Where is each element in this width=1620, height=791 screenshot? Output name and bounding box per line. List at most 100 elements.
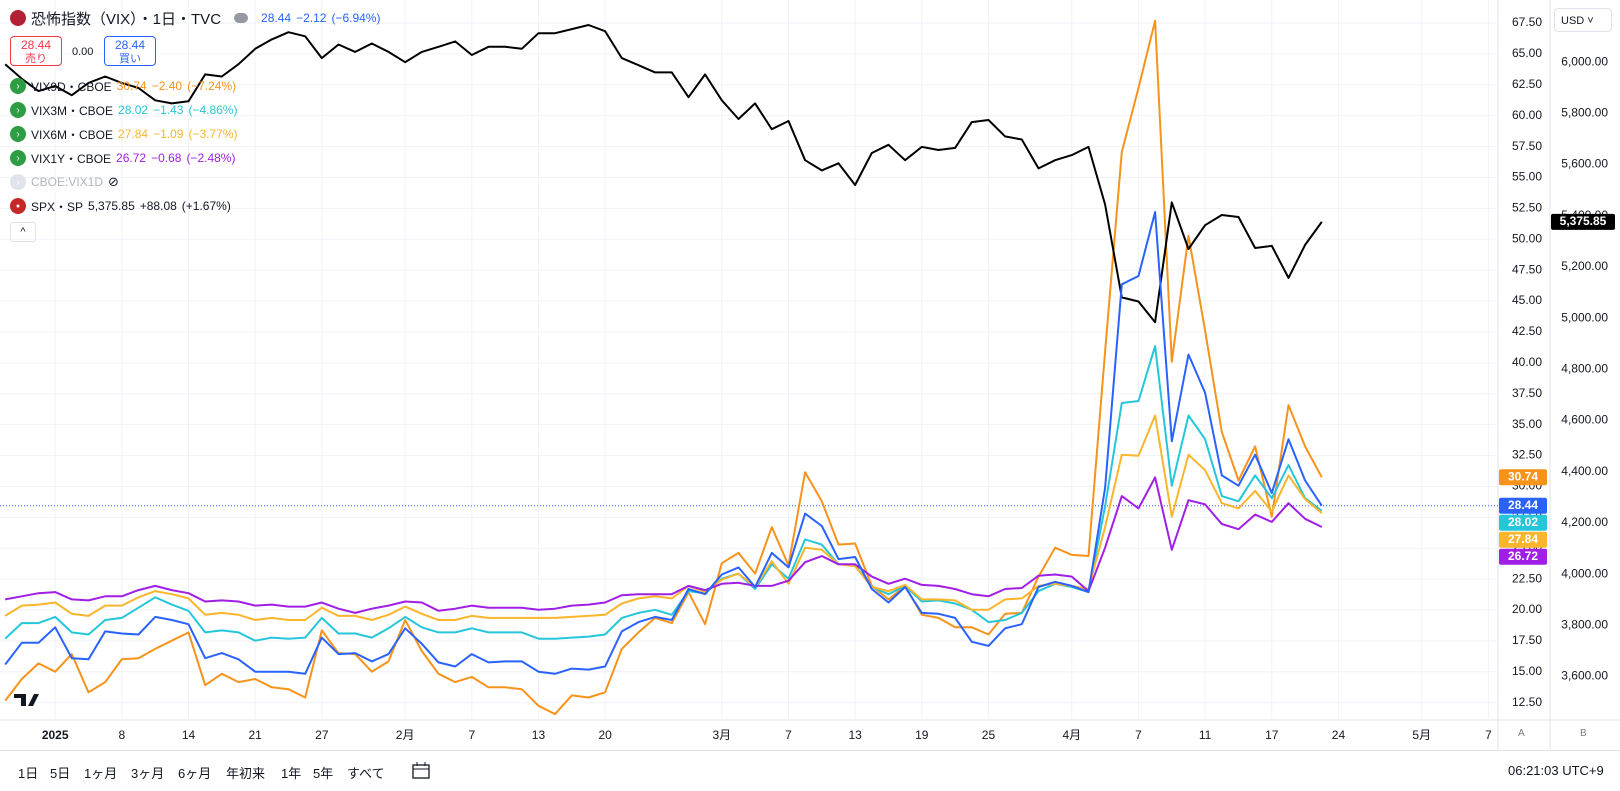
legend-value: 5,375.85 (88, 199, 135, 213)
range-button[interactable]: 5日 (50, 766, 71, 781)
legend-change: −2.40 (151, 79, 183, 93)
y-tick-label: 62.50 (1512, 77, 1542, 91)
legend-row-hidden[interactable]: › CBOE:VIX1D ⊘ (10, 172, 119, 192)
y2-tick-label: 4,200.00 (1561, 515, 1608, 529)
y2-tick-label: 4,400.00 (1561, 464, 1608, 478)
range-button[interactable]: 3ヶ月 (131, 766, 165, 781)
date-range-icon[interactable] (410, 760, 432, 782)
range-button[interactable]: 1日 (18, 766, 39, 781)
legend-row[interactable]: › VIX9D・CBOE 30.74 −2.40 (−7.24%) (10, 76, 236, 96)
range-button[interactable]: すべて (347, 766, 385, 781)
price-tag (1499, 548, 1547, 565)
range-button[interactable]: 1ヶ月 (84, 766, 118, 781)
price-tag-label: 28.02 (1508, 515, 1538, 529)
buy-button[interactable]: 28.44 買い (104, 36, 156, 66)
main-title[interactable]: 恐怖指数（VIX）・1日・TVC (31, 10, 222, 28)
legend-change-pct: (−7.24%) (187, 79, 237, 93)
collapse-button[interactable]: ^ (10, 222, 36, 242)
series-line (4, 211, 1323, 675)
legend-icon: › (10, 102, 26, 118)
price-tag (1499, 514, 1547, 531)
price-tag-label: 5,375.85 (1560, 214, 1607, 228)
x-tick-label: 4月 (1062, 728, 1081, 742)
legend-value: 28.02 (118, 103, 149, 117)
series-line (5, 476, 1323, 614)
buy-label: 買い (119, 53, 141, 65)
range-button[interactable]: 1年 (281, 766, 302, 781)
legend-name: VIX6M・CBOE (31, 127, 114, 142)
legend-row[interactable]: › VIX3M・CBOE 28.02 −1.43 (−4.86%) (10, 100, 237, 120)
main-change-pct: (−6.94%) (331, 11, 381, 25)
legend-value: 26.72 (116, 151, 147, 165)
y2-tick-label: 5,000.00 (1561, 310, 1608, 324)
bottom-toolbar: 1日 5日 1ヶ月 3ヶ月 6ヶ月 年初来 1年 5年 すべて 06:21:03… (0, 750, 1620, 791)
y-tick-label: 60.00 (1512, 108, 1542, 122)
y2-tick-label: 4,000.00 (1561, 566, 1608, 580)
legend-name: VIX3M・CBOE (31, 103, 114, 118)
y-tick-label: 35.00 (1512, 417, 1542, 431)
y2-tick-label: 3,800.00 (1561, 617, 1608, 631)
range-button[interactable]: 6ヶ月 (178, 766, 212, 781)
y-tick-label: 37.50 (1512, 386, 1542, 400)
scale-button[interactable]: B (1580, 728, 1587, 739)
hidden-eye-icon[interactable]: ⊘ (108, 174, 119, 189)
y-tick-label: 17.50 (1512, 633, 1542, 647)
y-tick-label: 52.50 (1512, 201, 1542, 215)
y-tick-label: 50.00 (1512, 231, 1542, 245)
legend-value: 27.84 (118, 127, 149, 141)
legend-icon: › (10, 78, 26, 94)
y-tick-label: 12.50 (1512, 695, 1542, 709)
range-button[interactable]: 年初来 (226, 766, 266, 781)
x-tick-label: 14 (182, 728, 196, 742)
series-line (4, 414, 1323, 621)
scale-button[interactable]: A (1518, 728, 1525, 739)
legend-change-pct: (−4.86%) (188, 103, 238, 117)
x-tick-label: 19 (915, 728, 929, 742)
price-tag-label: 28.44 (1508, 498, 1538, 512)
series-line (4, 345, 1323, 642)
series-line (4, 19, 1323, 716)
price-tag-label: 27.84 (1508, 532, 1538, 546)
y2-tick-label: 4,600.00 (1561, 413, 1608, 427)
x-tick-label: 24 (1332, 728, 1346, 742)
x-tick-label: 7 (785, 728, 792, 742)
y-tick-label: 47.50 (1512, 262, 1542, 276)
x-tick-label: 7 (468, 728, 475, 742)
main-last: 28.44 (261, 11, 292, 25)
y2-tick-label: 5,800.00 (1561, 106, 1608, 120)
y2-tick-label: 6,000.00 (1561, 54, 1608, 68)
x-tick-label: 13 (848, 728, 862, 742)
legend-icon: › (10, 150, 26, 166)
legend-change: −1.43 (153, 103, 184, 117)
legend-row[interactable]: › VIX1Y・CBOE 26.72 −0.68 (−2.48%) (10, 148, 235, 168)
x-tick-label: 2025 (42, 728, 69, 742)
legend-change-pct: (+1.67%) (181, 199, 231, 213)
x-tick-label: 2月 (396, 728, 415, 742)
x-tick-label: 5月 (1412, 728, 1431, 742)
sell-label: 売り (25, 53, 47, 65)
status-icon[interactable] (234, 13, 249, 23)
y-tick-label: 22.50 (1512, 571, 1542, 585)
y2-tick-label: 3,600.00 (1561, 669, 1608, 683)
sell-button[interactable]: 28.44 売り (10, 36, 62, 66)
tv-logo (14, 694, 39, 706)
price-tag (1499, 531, 1547, 548)
main-title-row: 恐怖指数（VIX）・1日・TVC 28.44 −2.12 (−6.94%) (10, 8, 380, 28)
legend-row[interactable]: ● SPX・SP 5,375.85 +88.08 (+1.67%) (10, 196, 231, 216)
price-tag-label: 26.72 (1508, 549, 1538, 563)
legend-icon: › (10, 174, 26, 190)
legend-change: −1.09 (153, 127, 184, 141)
buy-price: 28.44 (114, 38, 146, 52)
x-tick-label: 7 (1485, 728, 1492, 742)
y-tick-label: 42.50 (1512, 324, 1542, 338)
legend-row[interactable]: › VIX6M・CBOE 27.84 −1.09 (−3.77%) (10, 124, 237, 144)
x-tick-label: 11 (1199, 728, 1212, 742)
x-tick-label: 20 (598, 728, 612, 742)
y2-tick-label: 5,200.00 (1561, 259, 1608, 273)
currency-button[interactable]: USD ˅ (1554, 8, 1612, 32)
series-line (4, 24, 1323, 324)
legend-name: CBOE:VIX1D (31, 175, 104, 189)
x-tick-label: 27 (315, 728, 329, 742)
range-button[interactable]: 5年 (313, 766, 334, 781)
